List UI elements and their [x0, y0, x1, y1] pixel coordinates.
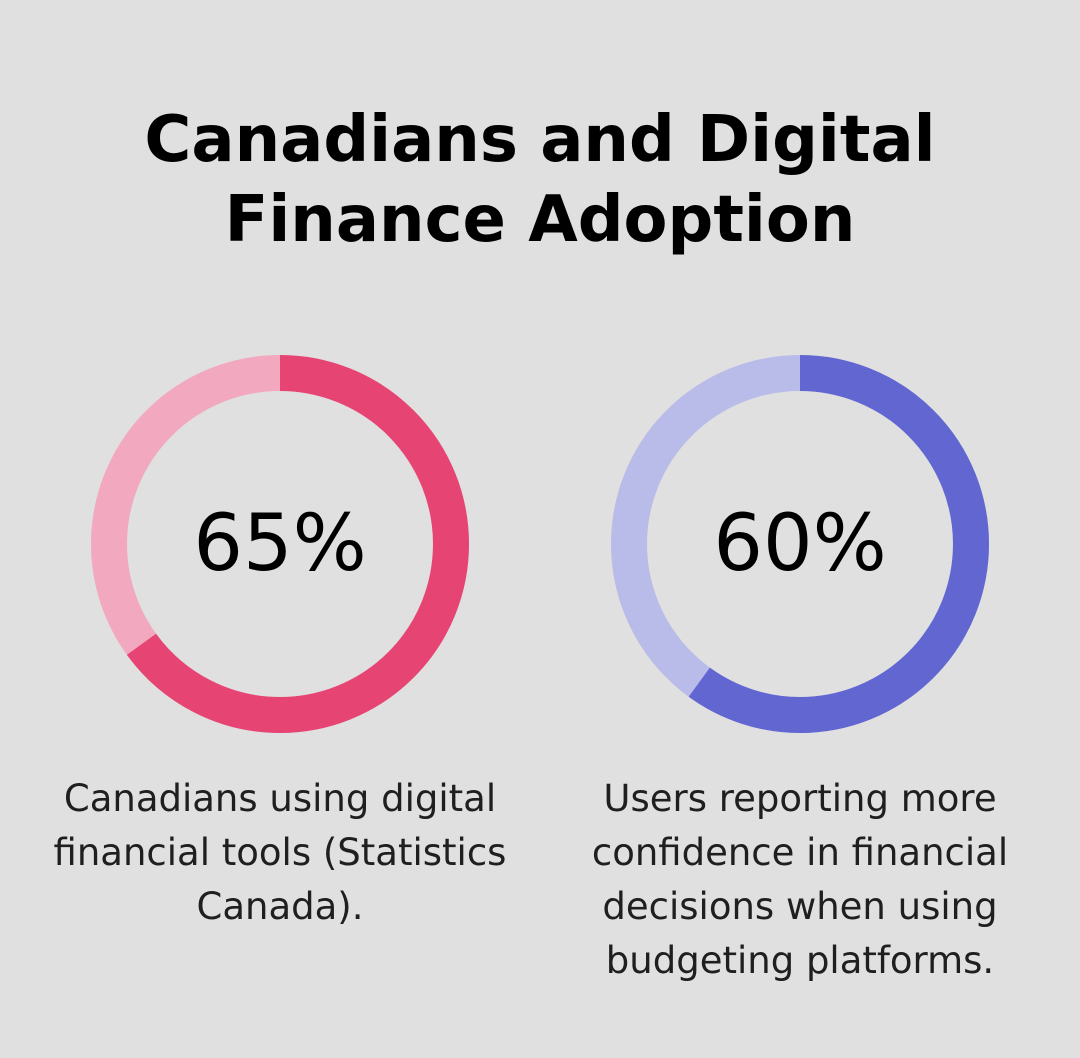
title-line-2: Finance Adoption [224, 183, 856, 257]
donut-percent-label: 60% [713, 499, 887, 589]
caption-line: Canadians using digital [63, 777, 497, 820]
donut-svg [91, 355, 469, 733]
caption-line: decisions when using [602, 885, 998, 928]
title-line-1: Canadians and Digital [144, 103, 936, 177]
caption-line: confidence in financial [591, 831, 1009, 874]
donut-chart-digital-tools: 65% [90, 354, 470, 734]
caption-line: budgeting platforms. [605, 939, 995, 982]
donut-filled-arc [611, 355, 989, 733]
caption-confidence: Users reporting more confidence in finan… [570, 772, 1030, 988]
donut-svg [611, 355, 989, 733]
page-title: Canadians and Digital Finance Adoption [0, 100, 1080, 260]
caption-line: Canada). [196, 885, 364, 928]
caption-line: financial tools (Statistics [53, 831, 507, 874]
caption-digital-tools: Canadians using digital financial tools … [50, 772, 510, 934]
donut-filled-arc [91, 355, 469, 733]
donut-percent-label: 65% [193, 499, 367, 589]
donut-chart-confidence: 60% [610, 354, 990, 734]
caption-line: Users reporting more [603, 777, 997, 820]
